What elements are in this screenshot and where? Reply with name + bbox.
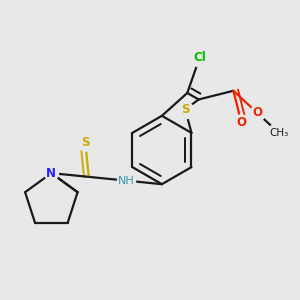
Text: O: O	[252, 106, 262, 119]
Text: S: S	[181, 103, 190, 116]
Text: S: S	[81, 136, 90, 149]
Text: CH₃: CH₃	[270, 128, 289, 138]
Text: NH: NH	[118, 176, 135, 186]
Text: Cl: Cl	[193, 51, 206, 64]
Text: N: N	[46, 167, 56, 180]
Text: O: O	[236, 116, 246, 129]
